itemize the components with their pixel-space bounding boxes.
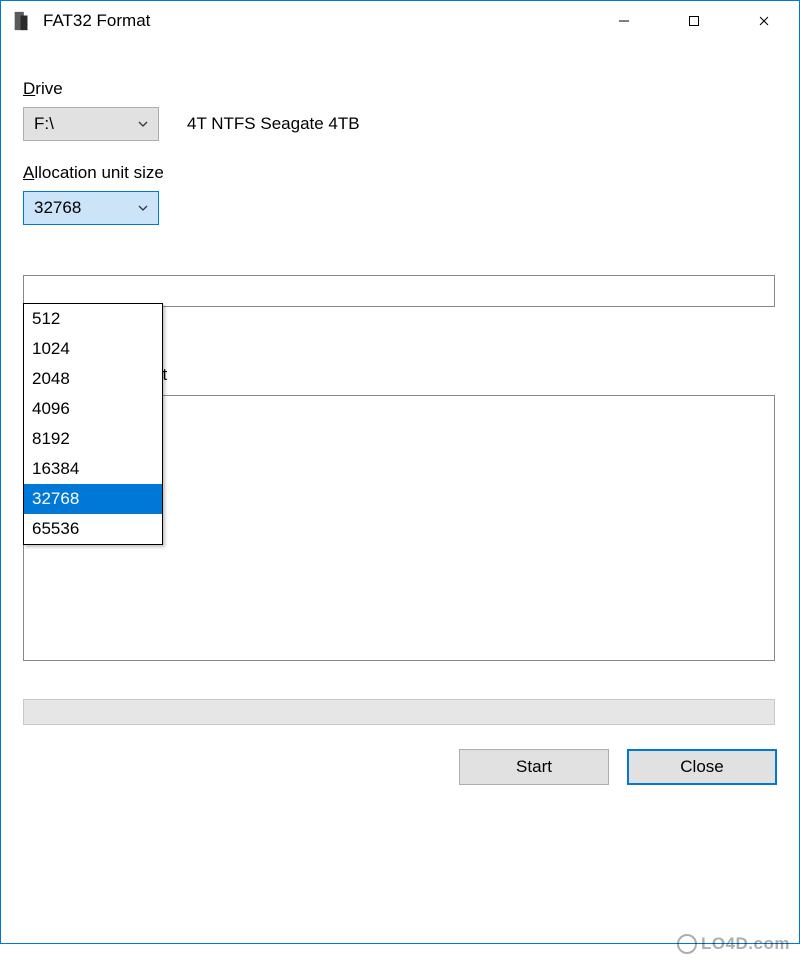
button-row: Start Close [23, 749, 777, 785]
window-controls [589, 1, 799, 41]
chevron-down-icon [136, 201, 150, 215]
app-window: FAT32 Format Drive F:\ 4T NTFS Seagate 4… [0, 0, 800, 944]
allocation-option[interactable]: 8192 [24, 424, 162, 454]
drive-description: 4T NTFS Seagate 4TB [187, 114, 360, 134]
start-button-label: Start [516, 757, 552, 777]
close-button[interactable] [729, 1, 799, 41]
allocation-selected-value: 32768 [34, 198, 136, 218]
drive-selected-value: F:\ [34, 114, 136, 134]
window-title: FAT32 Format [43, 11, 589, 31]
allocation-option[interactable]: 1024 [24, 334, 162, 364]
allocation-option[interactable]: 32768 [24, 484, 162, 514]
globe-icon [677, 934, 697, 954]
allocation-option[interactable]: 65536 [24, 514, 162, 544]
client-area: Drive F:\ 4T NTFS Seagate 4TB Allocation… [1, 41, 799, 795]
drive-label: Drive [23, 79, 777, 99]
allocation-combobox[interactable]: 32768 [23, 191, 159, 225]
start-button[interactable]: Start [459, 749, 609, 785]
drive-combobox[interactable]: F:\ [23, 107, 159, 141]
close-button-label: Close [680, 757, 723, 777]
allocation-option[interactable]: 4096 [24, 394, 162, 424]
allocation-label: Allocation unit size [23, 163, 777, 183]
minimize-button[interactable] [589, 1, 659, 41]
titlebar[interactable]: FAT32 Format [1, 1, 799, 41]
allocation-option[interactable]: 16384 [24, 454, 162, 484]
close-dialog-button[interactable]: Close [627, 749, 777, 785]
maximize-button[interactable] [659, 1, 729, 41]
allocation-option[interactable]: 512 [24, 304, 162, 334]
watermark: LO4D.com [677, 934, 790, 954]
chevron-down-icon [136, 117, 150, 131]
watermark-text: LO4D.com [701, 934, 790, 954]
allocation-option[interactable]: 2048 [24, 364, 162, 394]
progress-bar [23, 699, 775, 725]
allocation-dropdown-list[interactable]: 5121024204840968192163843276865536 [23, 303, 163, 545]
app-icon [11, 10, 33, 32]
